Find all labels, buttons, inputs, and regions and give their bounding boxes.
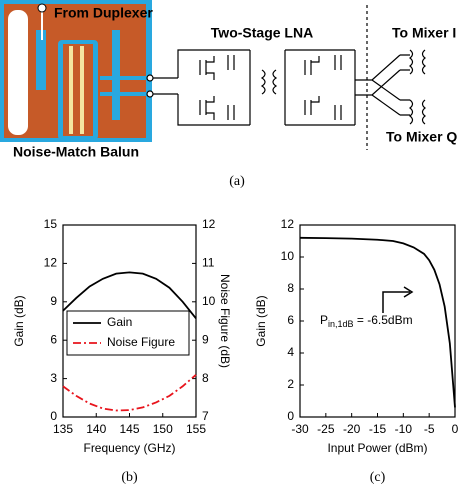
y2-axis-label: Noise Figure (dB) [218,274,232,368]
label-lna: Two-Stage LNA [211,25,313,41]
legend-label: Gain [107,315,132,329]
x-axis-label: Input Power (dBm) [327,441,427,455]
caption: (c) [370,470,386,485]
series-line [62,374,197,412]
annotation-subscript: in,1dB [328,319,354,329]
y-axis-label: Gain (dB) [12,295,26,346]
caption: (b) [121,470,138,485]
y-tick-label: 15 [44,217,58,231]
x-tick-label: 140 [86,422,106,436]
series-line [299,236,456,408]
label-mixer-q: To Mixer Q [386,129,457,145]
label-balun: Noise-Match Balun [13,144,139,160]
y-tick-label: 9 [50,294,57,308]
x-tick-label: 135 [53,422,73,436]
x-axis-label: Frequency (GHz) [83,441,175,455]
y2-tick-label: 8 [202,371,209,385]
x-tick-label: -5 [424,422,435,436]
y-tick-label: 3 [50,371,57,385]
y2-tick-label: 11 [202,256,215,270]
annotation-arrow [382,291,410,313]
y-tick-label: 12 [281,217,295,231]
x-tick-label: -30 [291,422,309,436]
balun-layout [0,0,152,142]
label-from-duplexer: From Duplexer [54,5,153,21]
y-tick-label: 12 [44,256,58,270]
x-tick-label: -15 [369,422,387,436]
caption: (a) [229,174,245,189]
series-line [62,271,197,320]
annotation: Pin,1dB = -6.5dBm [320,313,413,329]
legend-label: Noise Figure [107,335,175,349]
y2-tick-label: 12 [202,217,216,231]
y-tick-label: 10 [281,249,295,263]
y-tick-label: 6 [50,332,57,346]
y2-tick-label: 10 [202,294,216,308]
lna-schematic [146,5,426,150]
y-axis-label: Gain (dB) [254,295,268,346]
annotation-arrowhead [403,286,414,298]
y-tick-label: 4 [287,345,294,359]
x-tick-label: 150 [153,422,173,436]
annotation-text: = -6.5dBm [354,313,413,327]
y-tick-label: 8 [287,281,294,295]
y-tick-label: 0 [50,409,57,423]
x-tick-label: 145 [119,422,139,436]
y-tick-label: 2 [287,377,294,391]
label-mixer-i: To Mixer I [392,25,456,41]
annotation-symbol: P [320,313,328,327]
y2-tick-label: 9 [202,332,209,346]
x-tick-label: -10 [395,422,413,436]
y-tick-label: 6 [287,313,294,327]
x-tick-label: 155 [186,422,206,436]
y2-tick-label: 7 [202,409,209,423]
x-tick-label: -20 [343,422,361,436]
x-tick-label: -25 [317,422,335,436]
y-tick-label: 0 [287,409,294,423]
legend-box [66,310,190,356]
x-tick-label: 0 [452,422,459,436]
